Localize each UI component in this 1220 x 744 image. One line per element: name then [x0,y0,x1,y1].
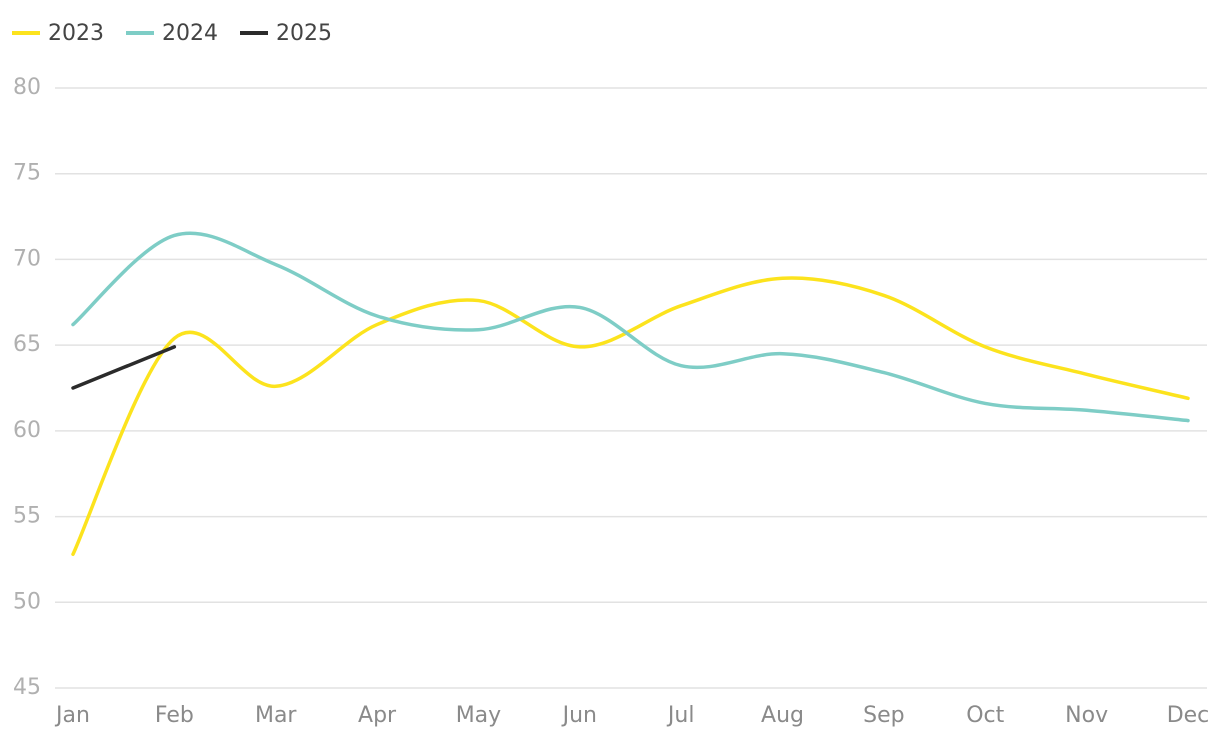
y-tick-label: 45 [13,675,41,700]
legend-label: 2024 [162,21,218,46]
y-tick-label: 60 [13,418,41,443]
y-tick-label: 50 [13,589,41,614]
series-line [71,276,1190,557]
series-line [71,345,177,390]
x-tick-label: May [456,703,501,728]
series-line [71,231,1190,423]
y-tick-label: 75 [13,161,41,186]
y-tick-label: 70 [13,246,41,271]
legend-label: 2023 [48,21,104,46]
x-tick-label: Apr [358,703,397,728]
x-tick-label: Sep [863,703,904,728]
x-tick-label: Jul [666,703,695,728]
y-tick-label: 65 [13,332,41,357]
x-tick-label: Nov [1065,703,1108,728]
y-tick-label: 80 [13,75,41,100]
legend-label: 2025 [276,21,332,46]
x-tick-label: Oct [966,703,1004,728]
x-tick-label: Jan [54,703,90,728]
x-tick-label: Aug [761,703,804,728]
x-tick-label: Mar [255,703,297,728]
x-tick-label: Feb [155,703,194,728]
y-tick-label: 55 [13,504,41,529]
x-tick-label: Dec [1167,703,1210,728]
x-tick-label: Jun [561,703,597,728]
